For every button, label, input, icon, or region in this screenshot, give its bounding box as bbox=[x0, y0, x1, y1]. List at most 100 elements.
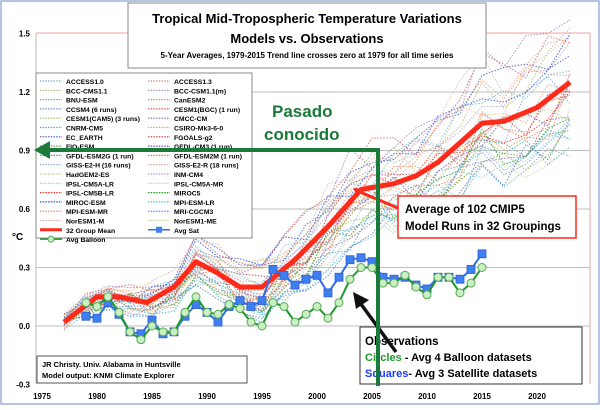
model-line bbox=[63, 108, 571, 327]
x-tick-label: 2005 bbox=[363, 392, 381, 401]
model-line bbox=[63, 118, 571, 320]
legend-box bbox=[35, 72, 253, 239]
y-axis-label: °C bbox=[12, 232, 23, 243]
balloon-point bbox=[125, 327, 135, 337]
legend-marker bbox=[156, 226, 162, 233]
balloon-point bbox=[444, 272, 454, 282]
legend-label: NorESM1-ME bbox=[174, 219, 217, 226]
known-past-arrowhead bbox=[34, 141, 50, 159]
y-tick-label: 0.9 bbox=[19, 147, 31, 156]
legend-label: CESM1(CAM5) (3 runs) bbox=[66, 116, 140, 123]
credit-line1: JR Christy. Univ. Alabama in Huntsville bbox=[42, 360, 181, 369]
sat-point bbox=[92, 313, 102, 323]
sat-point bbox=[257, 296, 267, 306]
model-line bbox=[63, 81, 571, 326]
model-line bbox=[63, 107, 571, 323]
balloon-point bbox=[356, 263, 366, 272]
known-past-bracket bbox=[46, 148, 380, 386]
callout-box bbox=[397, 195, 577, 239]
balloon-point bbox=[455, 288, 465, 298]
balloon-point bbox=[400, 270, 410, 280]
balloon-point bbox=[158, 327, 168, 337]
legend-label: BCC-CSM1.1(m) bbox=[174, 88, 226, 95]
legend-label: CESM1(BGC) (1 run) bbox=[174, 107, 240, 114]
legend-label: MIROC5 bbox=[174, 191, 201, 198]
model-line bbox=[63, 139, 571, 324]
model-line bbox=[63, 118, 571, 321]
legend-label: FGOALS-g2 bbox=[174, 135, 213, 142]
legend-label: GFDL-ESM2M (1 run) bbox=[174, 153, 242, 160]
legend-label: CCSM4 (6 runs) bbox=[66, 107, 117, 114]
sat-point bbox=[312, 270, 322, 280]
model-line bbox=[63, 94, 571, 325]
model-line bbox=[63, 33, 571, 318]
legend-label: CMCC-CM bbox=[174, 116, 208, 123]
x-tick-labels: 1975 1980 1985 1990 1995 2000 2005 2010 2015 2020 bbox=[33, 392, 546, 401]
balloon-point bbox=[235, 303, 245, 313]
model-line bbox=[63, 94, 571, 315]
legend-label: FIO-ESM bbox=[66, 144, 95, 151]
sat-point bbox=[455, 274, 465, 284]
legend-marker bbox=[47, 235, 55, 243]
balloon-point bbox=[180, 307, 190, 317]
y-tick-label: 0.0 bbox=[19, 322, 31, 331]
sat-point bbox=[290, 280, 300, 290]
observations-title: Observations bbox=[365, 336, 439, 348]
legend-label: GFDL-CM3 (1 run) bbox=[174, 144, 232, 151]
legend-label: MRI-CGCM3 bbox=[174, 209, 213, 216]
balloon-point bbox=[345, 274, 355, 284]
squares-word: Squares bbox=[365, 368, 408, 380]
legend-label: ACCESS1.0 bbox=[66, 79, 104, 86]
sat-point bbox=[323, 288, 333, 298]
balloon-point bbox=[224, 300, 234, 310]
legend-label: INM-CM4 bbox=[174, 172, 203, 179]
balloon-point bbox=[103, 292, 113, 302]
balloon-point bbox=[466, 278, 476, 288]
callout-line1: Average of 102 CMIP5 bbox=[405, 204, 525, 216]
legend-label: IPSL-CM5B-LR bbox=[66, 191, 114, 198]
legend-label: Avg Sat bbox=[174, 228, 200, 235]
balloon-point bbox=[290, 317, 300, 327]
legend-label: BCC-CMS1.1 bbox=[66, 88, 108, 95]
y-tick-labels: 1.5 1.2 0.9 0.6 0.3 0.0 -0.3 bbox=[16, 30, 30, 390]
series-lines bbox=[62, 80, 572, 345]
chart-note: 5-Year Averages, 1979-2015 Trend line cr… bbox=[161, 51, 454, 60]
observations-circles: Circles - Avg 4 Balloon datasets bbox=[365, 352, 532, 364]
sat-point bbox=[345, 255, 355, 265]
squares-desc: - Avg 3 Satellite datasets bbox=[408, 368, 537, 380]
legend-label: CanESM2 bbox=[174, 98, 206, 105]
balloon-point bbox=[422, 290, 432, 300]
chart-subtitle: Models vs. Observations bbox=[230, 31, 383, 46]
circles-desc: - Avg 4 Balloon datasets bbox=[402, 352, 532, 364]
model-line bbox=[63, 91, 571, 322]
circles-word: Circles bbox=[365, 352, 402, 364]
model-line bbox=[63, 42, 571, 314]
legend-label: BNU-ESM bbox=[66, 98, 98, 105]
sat-point bbox=[213, 317, 223, 327]
balloon-point bbox=[191, 292, 201, 302]
balloon-point bbox=[477, 263, 487, 272]
y-tick-label: 0.6 bbox=[19, 205, 31, 214]
balloon-point bbox=[367, 263, 377, 272]
observations-squares: Squares- Avg 3 Satellite datasets bbox=[365, 368, 537, 380]
balloon-point bbox=[433, 272, 443, 282]
y-tick-label: 1.2 bbox=[19, 88, 31, 97]
x-tick-label: 1975 bbox=[33, 392, 51, 401]
sat-point bbox=[81, 311, 91, 321]
y-tick-label: -0.3 bbox=[16, 381, 30, 390]
balloon-point bbox=[301, 309, 311, 319]
model-line bbox=[63, 84, 571, 331]
legend-label: MIROC-ESM bbox=[66, 200, 106, 207]
callout-arrowhead bbox=[353, 188, 364, 197]
legend-label: Avg Balloon bbox=[66, 237, 105, 244]
balloon-point bbox=[147, 321, 157, 331]
known-past-label-line1: Pasado bbox=[272, 102, 332, 121]
balloon-point bbox=[202, 307, 212, 317]
y-tick-label: 1.5 bbox=[19, 30, 31, 39]
balloon-point bbox=[114, 307, 124, 317]
x-tick-label: 1980 bbox=[88, 392, 106, 401]
balloon-point bbox=[246, 317, 256, 327]
legend-label: ACCESS1.3 bbox=[174, 79, 212, 86]
balloon-point bbox=[411, 282, 421, 292]
